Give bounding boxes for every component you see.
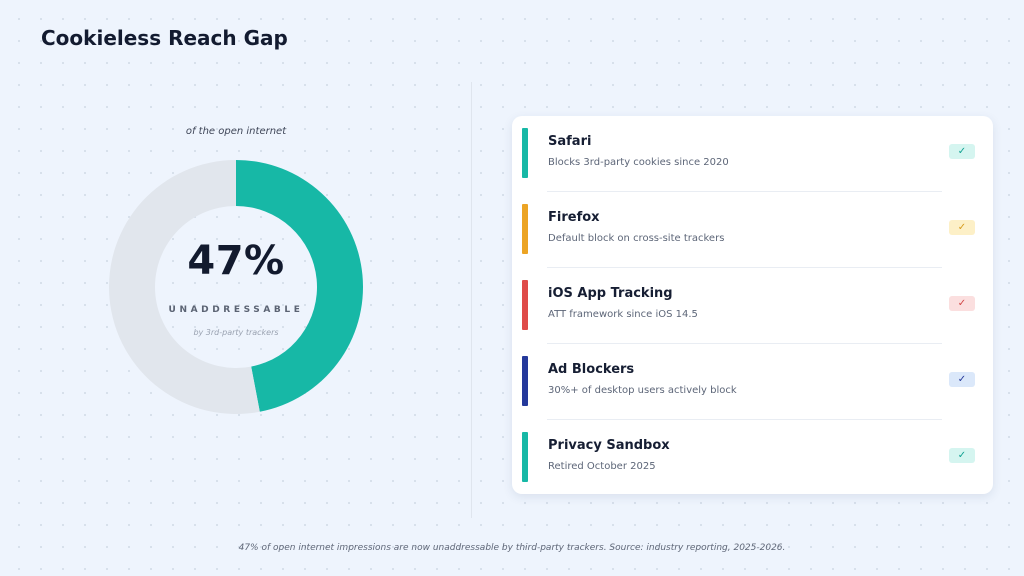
accent-bar [522, 280, 528, 330]
blocker-name: iOS App Tracking [548, 286, 673, 301]
blocker-row: Firefox Default block on cross-site track… [512, 204, 993, 254]
blocker-name: Safari [548, 134, 592, 149]
blocker-row: Ad Blockers 30%+ of desktop users activel… [512, 356, 993, 406]
blocker-list-card: Safari Blocks 3rd-party cookies since 202… [512, 116, 993, 494]
accent-bar [522, 204, 528, 254]
vertical-divider [471, 82, 472, 518]
row-separator [547, 419, 942, 420]
check-icon: ✓ [949, 296, 975, 311]
blocker-description: Retired October 2025 [548, 461, 656, 472]
donut-chart [109, 160, 363, 414]
donut-slice-unaddressable [236, 160, 363, 412]
blocker-name: Privacy Sandbox [548, 438, 670, 453]
blocker-row: Privacy Sandbox Retired October 2025 ✓ [512, 432, 993, 482]
footnote: 47% of open internet impressions are now… [238, 543, 786, 553]
accent-bar [522, 356, 528, 406]
blocker-row: iOS App Tracking ATT framework since iOS … [512, 280, 993, 330]
accent-bar [522, 128, 528, 178]
donut-caption: of the open internet [185, 126, 287, 137]
accent-bar [522, 432, 528, 482]
page-title: Cookieless Reach Gap [41, 26, 288, 50]
blocker-row: Safari Blocks 3rd-party cookies since 202… [512, 128, 993, 178]
donut-slice-remaining [109, 160, 260, 414]
row-separator [547, 267, 942, 268]
check-icon: ✓ [949, 220, 975, 235]
donut-center-value: 47% [187, 238, 285, 284]
blocker-name: Ad Blockers [548, 362, 635, 377]
donut-center-subtitle: by 3rd-party trackers [193, 328, 279, 337]
blocker-description: Default block on cross-site trackers [548, 233, 725, 244]
row-separator [547, 191, 942, 192]
blocker-description: 30%+ of desktop users actively block [548, 385, 737, 396]
donut-svg [109, 160, 363, 414]
blocker-description: ATT framework since iOS 14.5 [548, 309, 698, 320]
check-icon: ✓ [949, 144, 975, 159]
donut-center-label: UNADDRESSABLE [168, 305, 304, 315]
blocker-description: Blocks 3rd-party cookies since 2020 [548, 157, 729, 168]
blocker-name: Firefox [548, 210, 600, 225]
check-icon: ✓ [949, 448, 975, 463]
check-icon: ✓ [949, 372, 975, 387]
row-separator [547, 343, 942, 344]
